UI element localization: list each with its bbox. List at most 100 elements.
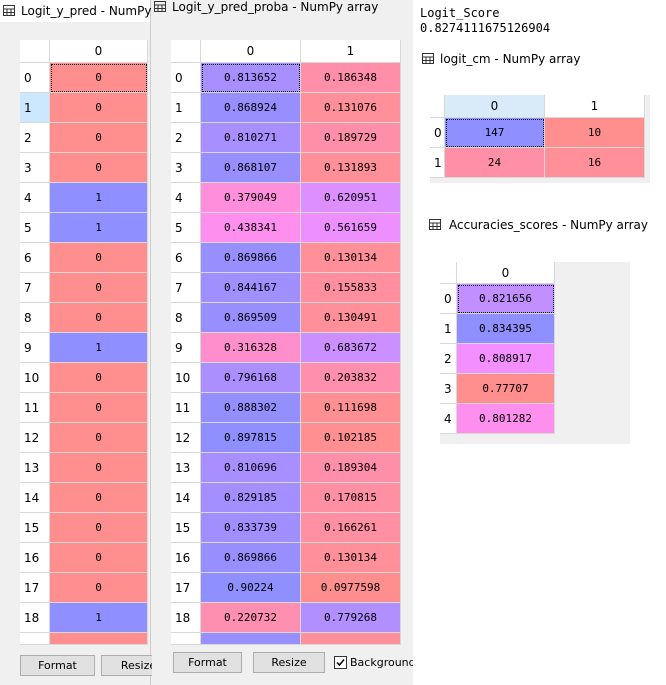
column-header: 0: [50, 40, 148, 63]
value-cell: 0.131076: [301, 93, 401, 123]
value-cell: 0.833739: [201, 513, 301, 543]
column-header: 0: [457, 262, 555, 284]
value-cell: 0.869866: [201, 243, 301, 273]
row-header: 5: [171, 213, 201, 243]
value-cell: 0.888302: [201, 393, 301, 423]
value-cell: 0.189304: [301, 453, 401, 483]
row-header: [20, 633, 50, 645]
window-title: Accuracies_scores - NumPy array: [449, 218, 648, 232]
value-cell: 0.155833: [301, 273, 401, 303]
row-header: 1: [430, 148, 445, 178]
column-header: 1: [545, 95, 645, 118]
row-header: 4: [171, 183, 201, 213]
value-cell: 0.0977598: [301, 573, 401, 603]
row-header: 11: [171, 393, 201, 423]
score-name: Logit_Score: [420, 6, 500, 20]
value-cell: 0.869509: [201, 303, 301, 333]
value-cell: 0.620951: [301, 183, 401, 213]
row-header: 1: [171, 93, 201, 123]
table-icon: [3, 5, 15, 16]
table-icon: [422, 53, 434, 64]
resize-button[interactable]: Resize: [101, 655, 152, 676]
value-cell: 0.834395: [457, 314, 555, 344]
value-cell: 0: [50, 483, 148, 513]
value-cell: 1: [50, 603, 148, 633]
value-cell: 0.869866: [201, 543, 301, 573]
value-cell: 0.130134: [301, 243, 401, 273]
value-cell: 0: [50, 123, 148, 153]
logit-y-pred-window: Logit_y_pred - NumPy a Format Resize 000…: [0, 0, 152, 685]
row-header: 0: [430, 118, 445, 148]
value-cell: 0.90224: [201, 573, 301, 603]
row-header: 2: [20, 123, 50, 153]
row-header: 0: [440, 284, 457, 314]
corner: [430, 95, 445, 118]
value-cell: 0: [50, 243, 148, 273]
value-cell: 0.379049: [201, 183, 301, 213]
row-header: 4: [20, 183, 50, 213]
value-cell: 0.130134: [301, 543, 401, 573]
value-cell: 0: [50, 543, 148, 573]
value-cell: 0.796168: [201, 363, 301, 393]
table-icon: [154, 1, 166, 12]
title-bar: [0, 0, 152, 22]
value-cell: 0.829185: [201, 483, 301, 513]
value-cell: 0.438341: [201, 213, 301, 243]
row-header: 17: [171, 573, 201, 603]
value-cell: 1: [50, 213, 148, 243]
value-cell: 24: [445, 148, 545, 178]
value-cell: 0: [50, 513, 148, 543]
corner: [440, 262, 457, 284]
row-header: 8: [171, 303, 201, 333]
row-header: 3: [440, 374, 457, 404]
row-header: 15: [20, 513, 50, 543]
logit-cm-table: 0 1 0 147 10 1 24 16: [430, 95, 650, 183]
value-cell: 0.189729: [301, 123, 401, 153]
row-header: 10: [20, 363, 50, 393]
row-header: 4: [440, 404, 457, 434]
value-cell: 0.810696: [201, 453, 301, 483]
row-header: 11: [20, 393, 50, 423]
window-title: Logit_y_pred_proba - NumPy array: [172, 0, 379, 14]
value-cell: 0.868107: [201, 153, 301, 183]
row-header: 5: [20, 213, 50, 243]
row-header: 8: [20, 303, 50, 333]
value-cell: 0.220732: [201, 603, 301, 633]
value-cell: 0.810271: [201, 123, 301, 153]
value-cell: 0.897815: [201, 423, 301, 453]
value-cell: 10: [545, 118, 645, 148]
row-header: 16: [171, 543, 201, 573]
value-cell: 1: [50, 333, 148, 363]
row-header: 2: [171, 123, 201, 153]
value-cell: 0.166261: [301, 513, 401, 543]
format-button[interactable]: Format: [20, 655, 95, 676]
score-value: 0.8274111675126904: [420, 21, 551, 35]
value-cell: 0.683672: [301, 333, 401, 363]
row-header: [171, 633, 201, 645]
value-cell: 147: [445, 118, 545, 148]
value-cell: 0.801282: [457, 404, 555, 434]
checkbox[interactable]: [334, 656, 347, 669]
row-header: 0: [20, 63, 50, 93]
accuracies-table: 0 0 0.821656 1 0.834395 2 0.808917 3 0.77707 4 0.8…: [440, 262, 630, 444]
value-cell: [50, 633, 148, 645]
value-cell: 0.111698: [301, 393, 401, 423]
format-button[interactable]: Format: [173, 652, 242, 673]
value-cell: 0.316328: [201, 333, 301, 363]
row-header: 6: [20, 243, 50, 273]
corner: [20, 40, 50, 63]
row-header: 17: [20, 573, 50, 603]
value-cell: [201, 633, 301, 645]
value-cell: 0.868924: [201, 93, 301, 123]
value-cell: 0.203832: [301, 363, 401, 393]
window-title: logit_cm - NumPy array: [440, 52, 581, 66]
row-header: 13: [171, 453, 201, 483]
table-icon: [429, 219, 441, 230]
row-header: 18: [171, 603, 201, 633]
row-header: 12: [171, 423, 201, 453]
value-cell: 0.77707: [457, 374, 555, 404]
resize-button[interactable]: Resize: [253, 652, 325, 673]
value-cell: 0: [50, 573, 148, 603]
value-cell: 0.102185: [301, 423, 401, 453]
value-cell: 16: [545, 148, 645, 178]
